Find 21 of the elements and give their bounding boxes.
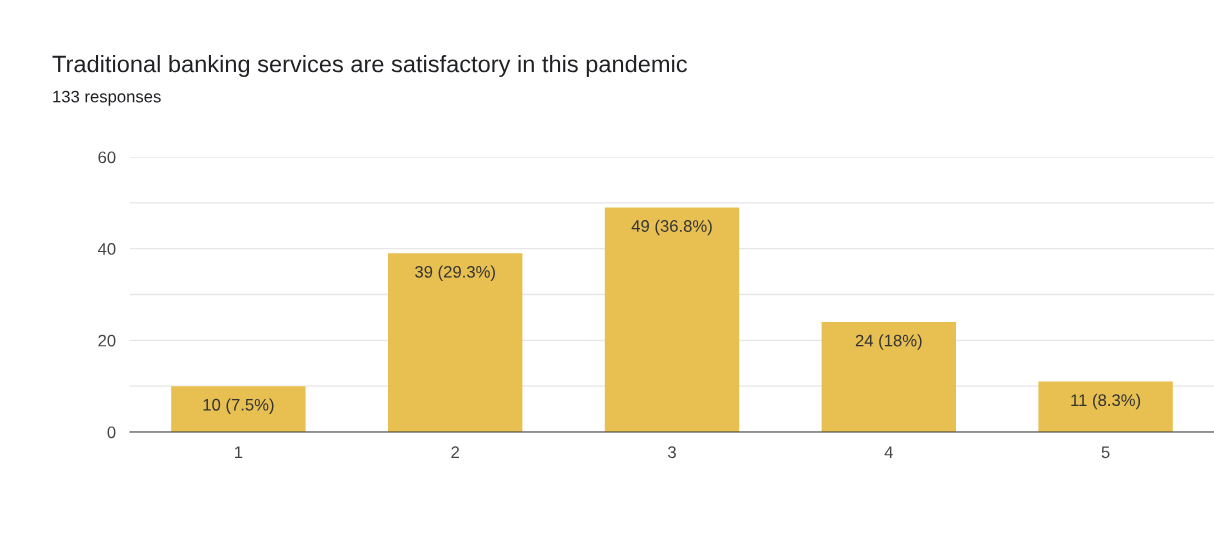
data-label: 49 (36.8%) [631, 219, 712, 236]
bar [604, 207, 740, 432]
data-label: 10 (7.5%) [203, 398, 274, 414]
y-tick-label: 0 [107, 426, 116, 439]
data-label: 24 (18%) [855, 334, 922, 350]
bar [171, 386, 306, 432]
x-tick-label: 5 [1101, 446, 1110, 459]
chart-subtitle: 133 responses [53, 90, 161, 106]
data-label: 11 (8.3%) [1071, 393, 1141, 410]
y-tick-label: 40 [97, 243, 116, 255]
x-tick-label: 2 [451, 446, 459, 458]
y-tick-label: 60 [98, 151, 116, 164]
bar [821, 322, 957, 432]
x-tick-label: 1 [235, 446, 243, 458]
x-tick-label: 3 [668, 446, 676, 459]
x-tick-label: 4 [884, 446, 893, 458]
data-label: 39 (29.3%) [415, 265, 495, 282]
chart-title: Traditional banking services are satisfactory in this pandemic [52, 55, 687, 78]
bar [387, 253, 523, 432]
y-tick-label: 20 [98, 334, 116, 347]
bar [1038, 381, 1173, 432]
